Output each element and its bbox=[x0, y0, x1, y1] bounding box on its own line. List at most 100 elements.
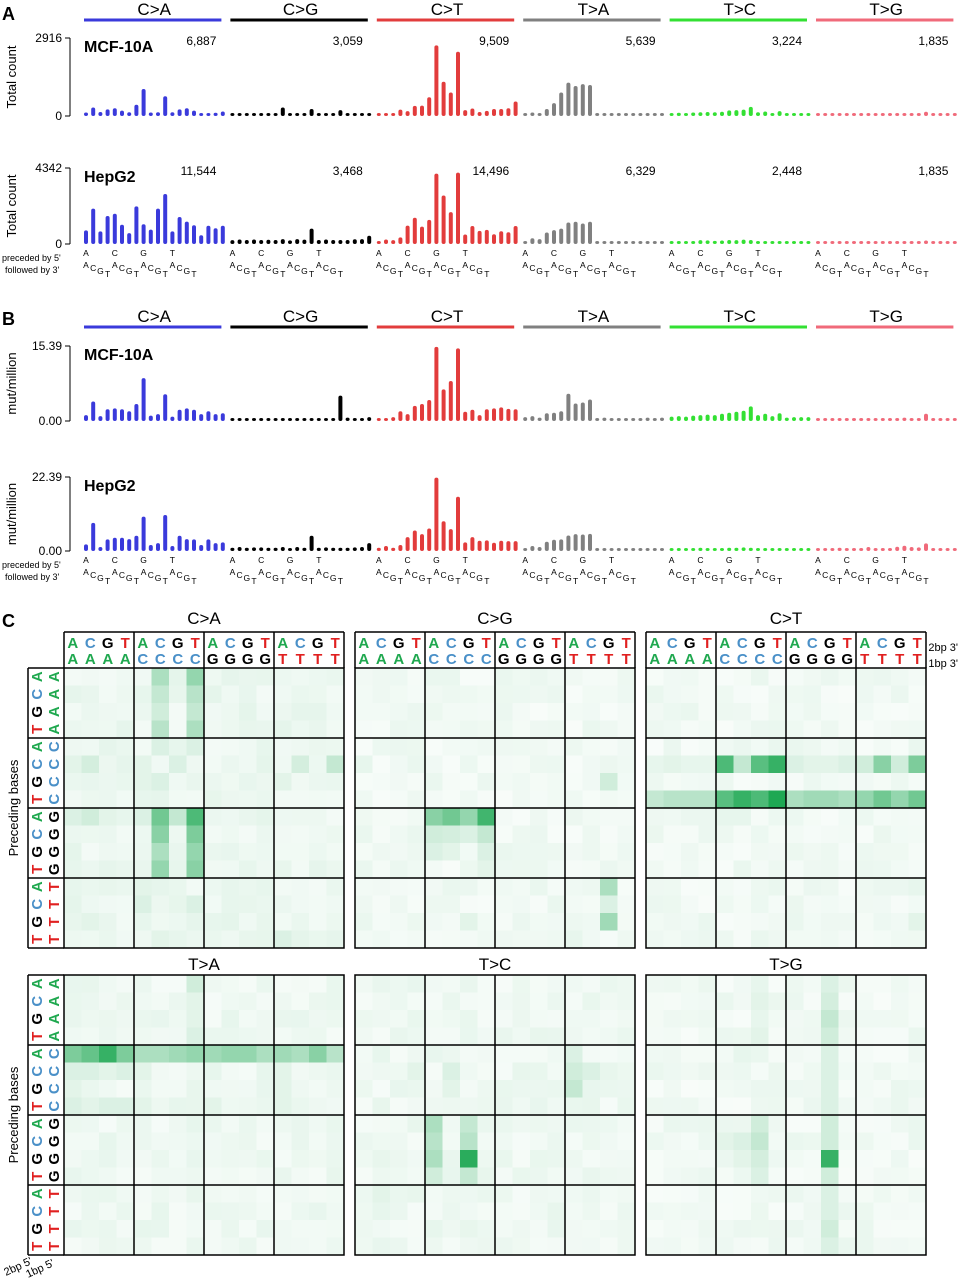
bar bbox=[837, 113, 842, 116]
following-base-label: T bbox=[631, 576, 636, 586]
bar bbox=[727, 110, 732, 116]
heatmap-cell bbox=[407, 825, 426, 844]
following-base-label: T bbox=[866, 269, 871, 279]
heatmap-cell bbox=[751, 825, 769, 844]
heatmap-cell bbox=[768, 738, 787, 756]
heatmap-cell bbox=[512, 878, 531, 896]
col-base-1bp: G bbox=[533, 651, 545, 668]
heatmap-cell bbox=[390, 1097, 408, 1116]
heatmap-cell bbox=[169, 1027, 187, 1046]
heatmap-cell bbox=[786, 843, 804, 861]
heatmap-cell bbox=[291, 878, 310, 896]
heatmap-cell bbox=[698, 1045, 717, 1063]
following-base-label: G bbox=[243, 573, 250, 583]
following-base-label: T bbox=[923, 269, 928, 279]
heatmap-cell bbox=[309, 720, 327, 739]
heatmap-cell bbox=[256, 1185, 275, 1203]
heatmap-cell bbox=[326, 1132, 345, 1151]
bar bbox=[280, 107, 285, 116]
heatmap-cell bbox=[856, 808, 874, 826]
heatmap-cell bbox=[873, 703, 892, 721]
heatmap-cell bbox=[81, 930, 100, 949]
heatmap-cell bbox=[239, 1150, 257, 1168]
following-base-label: G bbox=[829, 266, 836, 276]
bar bbox=[345, 547, 350, 551]
bar bbox=[684, 548, 688, 551]
heatmap-cell bbox=[134, 1202, 152, 1221]
heatmap-cell bbox=[355, 878, 373, 896]
bar bbox=[477, 415, 482, 421]
bar bbox=[784, 113, 789, 116]
heatmap-cell bbox=[530, 1080, 548, 1098]
heatmap-cell bbox=[99, 930, 117, 949]
heatmap-cell bbox=[856, 1027, 874, 1046]
bar bbox=[595, 548, 600, 551]
heatmap-cell bbox=[716, 668, 734, 686]
heatmap-cell bbox=[646, 878, 664, 896]
heatmap-cell bbox=[716, 1027, 734, 1046]
row-base-2bp: A bbox=[29, 741, 46, 752]
heatmap-cell bbox=[838, 668, 857, 686]
heatmap-cell bbox=[169, 860, 187, 879]
bar bbox=[148, 545, 153, 551]
heatmap-cell bbox=[821, 1167, 839, 1186]
heatmap-cell bbox=[698, 1167, 717, 1186]
heatmap-cell bbox=[751, 773, 769, 791]
heatmap-cell bbox=[99, 790, 117, 809]
bar bbox=[434, 346, 439, 421]
heatmap-cell bbox=[151, 825, 170, 844]
heatmap-cell bbox=[733, 790, 752, 809]
heatmap-cell bbox=[873, 895, 892, 914]
heatmap-cell bbox=[873, 825, 892, 844]
following-base-label: G bbox=[390, 266, 397, 276]
heatmap-cell bbox=[838, 1202, 857, 1221]
bar bbox=[259, 113, 264, 116]
bar bbox=[427, 97, 432, 116]
following-base-label: G bbox=[301, 266, 308, 276]
heatmap-cell bbox=[407, 738, 426, 756]
bar bbox=[544, 232, 549, 244]
heatmap-cell bbox=[582, 992, 601, 1011]
row-base-2bp: C bbox=[29, 996, 46, 1007]
heatmap-cell bbox=[134, 720, 152, 739]
bar bbox=[523, 241, 528, 244]
heatmap-cell bbox=[856, 878, 874, 896]
heatmap-cell bbox=[681, 930, 699, 949]
heatmap-cell bbox=[803, 825, 822, 844]
bar bbox=[331, 113, 336, 116]
bar bbox=[660, 113, 664, 116]
heatmap-cell bbox=[716, 895, 734, 914]
heatmap-cell bbox=[134, 668, 152, 686]
bar bbox=[676, 548, 681, 551]
heatmap-cell bbox=[582, 1010, 601, 1028]
heatmap-cell bbox=[221, 1080, 240, 1098]
following-base-label: A bbox=[376, 567, 382, 577]
heatmap-cell bbox=[582, 790, 601, 809]
bar bbox=[230, 240, 235, 244]
heatmap-cell bbox=[582, 1045, 601, 1063]
heatmap-cell bbox=[116, 860, 135, 879]
bar bbox=[252, 418, 256, 421]
heatmap-cell bbox=[565, 755, 583, 774]
heatmap-cell bbox=[646, 1080, 664, 1098]
heatmap-cell bbox=[582, 975, 601, 993]
heatmap-cell bbox=[407, 1115, 426, 1133]
heatmap-cell bbox=[309, 1080, 327, 1098]
heatmap-cell bbox=[274, 1062, 292, 1081]
bar bbox=[859, 418, 864, 421]
heatmap-cell bbox=[530, 703, 548, 721]
bar bbox=[213, 414, 218, 421]
heatmap-cell bbox=[407, 1027, 426, 1046]
heatmap-cell bbox=[891, 1062, 909, 1081]
heatmap-cell bbox=[64, 755, 82, 774]
heatmap-cell bbox=[204, 1027, 222, 1046]
heatmap-cell bbox=[99, 843, 117, 861]
heatmap-cell bbox=[582, 1150, 601, 1168]
heatmap-cell bbox=[407, 790, 426, 809]
heatmap-cell bbox=[477, 992, 496, 1011]
y-tick-label: 0.00 bbox=[39, 414, 63, 428]
heatmap-cell bbox=[751, 992, 769, 1011]
heatmap-cell bbox=[169, 895, 187, 914]
heatmap-cell bbox=[425, 1237, 443, 1256]
bar bbox=[463, 234, 468, 244]
